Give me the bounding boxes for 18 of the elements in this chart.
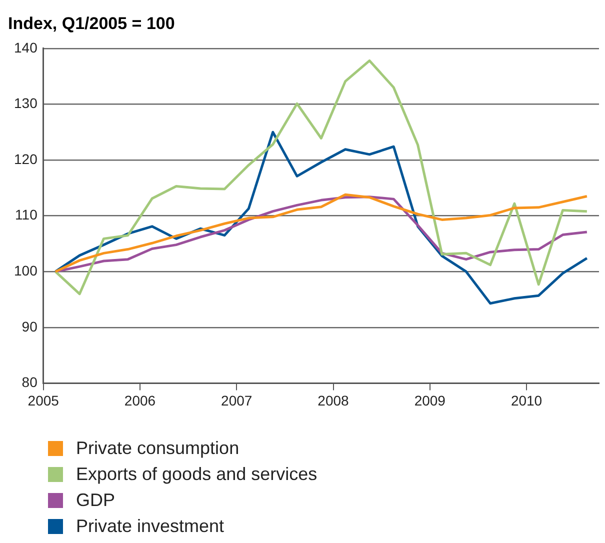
x-tick-label: 2010 [510,392,542,408]
x-tick-label: 2006 [124,392,156,408]
legend-label: Private investment [76,516,224,536]
y-tick-label: 100 [14,262,38,278]
legend-label: Private consumption [76,438,240,458]
chart-title: Index, Q1/2005 = 100 [8,14,175,33]
y-tick-label: 120 [14,150,38,167]
y-tick-label: 130 [14,95,38,112]
x-tick-label: 2009 [414,392,446,408]
x-tick-label: 2007 [221,392,252,408]
y-tick-label: 140 [14,39,38,56]
y-tick-label: 110 [15,206,38,223]
y-tick-label: 90 [22,318,38,334]
x-tick-label: 2005 [28,392,60,408]
legend-label: Exports of goods and services [76,464,318,484]
legend-label: GDP [76,490,116,510]
x-tick-label: 2008 [318,392,350,408]
y-tick-label: 80 [22,374,38,390]
